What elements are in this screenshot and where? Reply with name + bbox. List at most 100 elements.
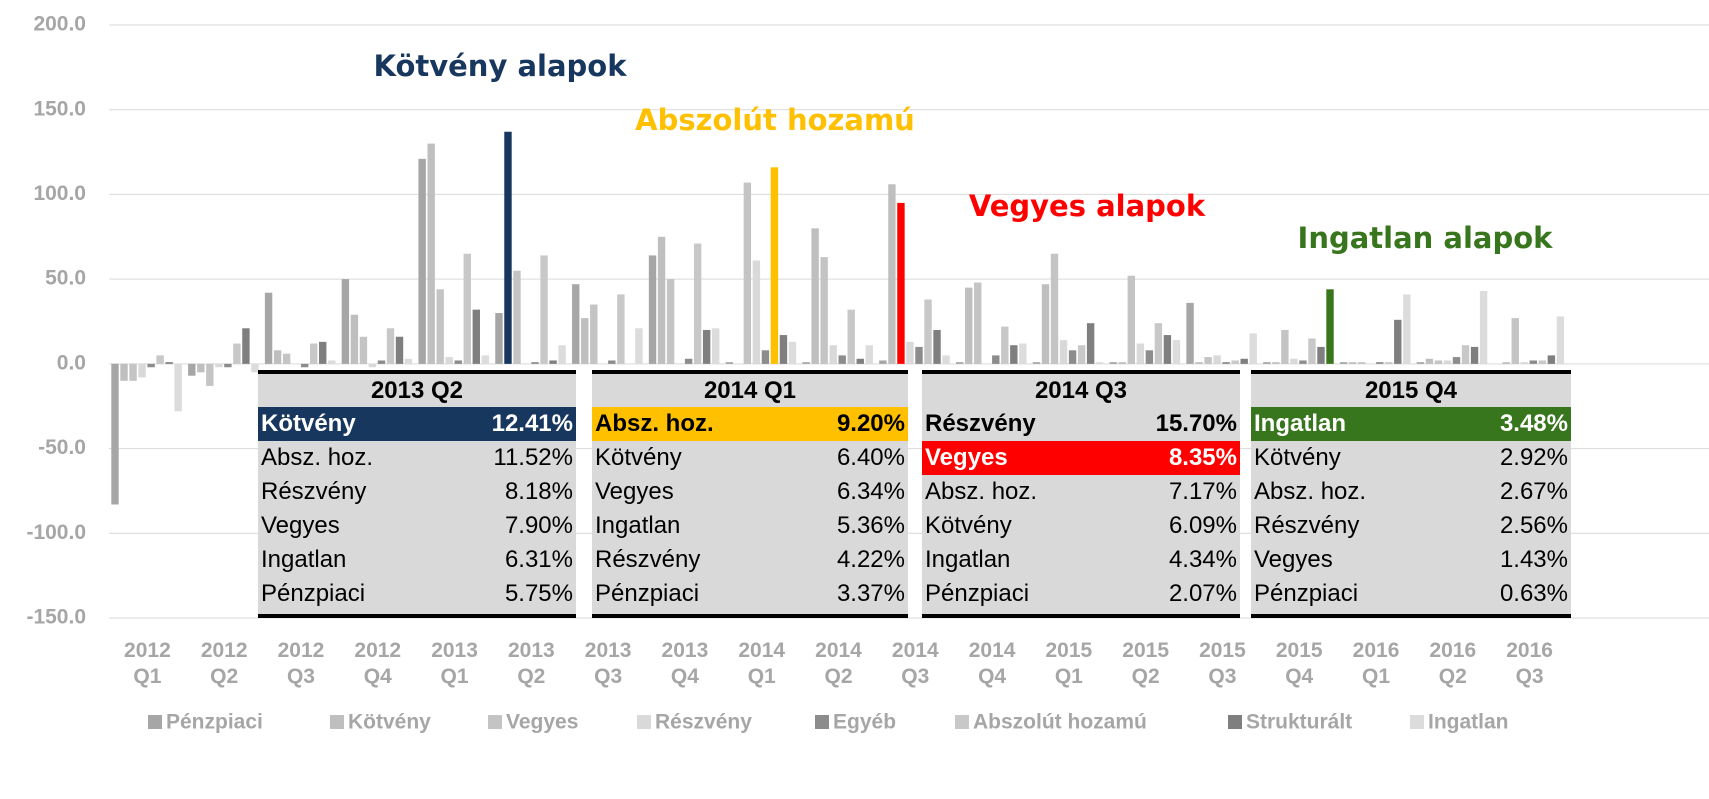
bar: [1172, 340, 1181, 364]
legend-swatch: [330, 715, 344, 729]
x-tick-label: 2015 Q1: [1045, 639, 1093, 688]
bar: [328, 360, 336, 364]
bar: [693, 243, 702, 364]
bar: [1272, 362, 1280, 364]
fund-name: Részvény: [261, 478, 367, 505]
bar: [1127, 275, 1136, 364]
bar: [1068, 350, 1077, 364]
bar: [319, 341, 327, 364]
bar: [1095, 362, 1104, 364]
bar: [1231, 360, 1239, 364]
table: 2014 Q3 Részvény 15.70% Vegyes 8.35% Absz. ho…: [922, 370, 1240, 618]
bar: [282, 353, 291, 364]
fund-name: Részvény: [925, 410, 1036, 437]
table-row: Ingatlan 6.31%: [258, 543, 576, 577]
fund-return: 9.20%: [836, 410, 905, 437]
fund-return: 8.35%: [1168, 444, 1237, 471]
bar: [1394, 319, 1402, 364]
bar: [657, 236, 666, 364]
x-tick-label: 2015 Q4: [1275, 639, 1323, 688]
fund-return: 4.22%: [836, 546, 905, 573]
bar: [1502, 362, 1510, 364]
annotation: Kötvény alapok: [373, 49, 627, 83]
x-tick-label: 2014 Q4: [968, 639, 1016, 688]
bar: [1281, 329, 1289, 364]
bar: [770, 167, 779, 364]
legend-swatch: [148, 715, 162, 729]
table-row: Részvény 4.22%: [592, 543, 908, 577]
annotation: Vegyes alapok: [969, 189, 1206, 223]
bar: [1154, 323, 1163, 364]
fund-name: Vegyes: [261, 512, 340, 539]
fund-return: 6.09%: [1168, 512, 1237, 539]
fund-name: Vegyes: [1254, 546, 1333, 573]
bar: [788, 341, 797, 364]
bar: [1109, 362, 1117, 364]
bar: [965, 287, 973, 364]
bar: [1339, 362, 1348, 364]
legend-swatch: [637, 715, 651, 729]
y-tick-label: 150.0: [33, 97, 86, 120]
table-row: Részvény 8.18%: [258, 475, 576, 509]
table-row: Kötvény 12.41%: [258, 407, 576, 441]
fund-return: 4.34%: [1168, 546, 1237, 573]
bar: [1195, 362, 1203, 364]
bar: [1461, 345, 1470, 364]
bar: [1416, 362, 1425, 364]
bar: [1050, 253, 1059, 364]
fund-return: 3.48%: [1499, 410, 1568, 437]
bar: [1434, 360, 1443, 364]
bar: [445, 357, 453, 364]
bar: [1443, 360, 1452, 364]
annotation: Abszolút hozamú: [635, 103, 915, 137]
bar: [359, 336, 368, 364]
x-tick-label: 2014 Q3: [891, 639, 939, 688]
bar: [666, 279, 675, 364]
bar: [147, 363, 155, 368]
y-tick-label: -150.0: [26, 606, 86, 629]
x-tick-label: 2012 Q1: [124, 639, 171, 688]
bar: [802, 362, 810, 364]
legend-swatch: [1410, 715, 1424, 729]
fund-name: Kötvény: [925, 512, 1012, 539]
bar: [1299, 360, 1307, 364]
bar: [1425, 358, 1434, 364]
bar: [1529, 360, 1538, 364]
bar: [495, 313, 503, 364]
bar: [897, 202, 905, 364]
bar: [174, 363, 182, 412]
bar: [1118, 362, 1126, 364]
x-tick-label: 2012 Q2: [200, 639, 248, 688]
table-row: Absz. hoz. 2.67%: [1251, 475, 1571, 509]
bar: [481, 355, 490, 364]
bar: [120, 363, 128, 381]
bar: [1263, 362, 1271, 364]
bar: [888, 184, 896, 364]
fund-name: Absz. hoz.: [1254, 478, 1367, 505]
bar: [1403, 294, 1411, 364]
bar: [1452, 357, 1461, 364]
fund-name: Részvény: [595, 546, 701, 573]
bar: [472, 309, 480, 364]
bar: [1213, 355, 1221, 364]
bar: [974, 282, 982, 364]
bar: [341, 279, 350, 364]
fund-name: Pénzpiaci: [261, 580, 366, 607]
bar: [1556, 316, 1565, 364]
bar: [1520, 362, 1528, 364]
table-row: Pénzpiaci 5.75%: [258, 577, 576, 611]
legend-label: Kötvény: [348, 711, 431, 734]
bar: [1163, 335, 1172, 364]
table-row: Absz. hoz. 9.20%: [592, 407, 908, 441]
bar: [463, 253, 471, 364]
y-tick-label: 50.0: [45, 267, 86, 290]
bar: [224, 363, 232, 368]
bar: [1290, 358, 1298, 364]
bar: [368, 363, 377, 368]
bar: [129, 363, 137, 381]
table-row: Pénzpiaci 3.37%: [592, 577, 908, 611]
table-row: Pénzpiaci 0.63%: [1251, 577, 1571, 611]
legend-label: Egyéb: [833, 711, 896, 734]
bar: [350, 314, 359, 364]
bar: [427, 143, 435, 364]
